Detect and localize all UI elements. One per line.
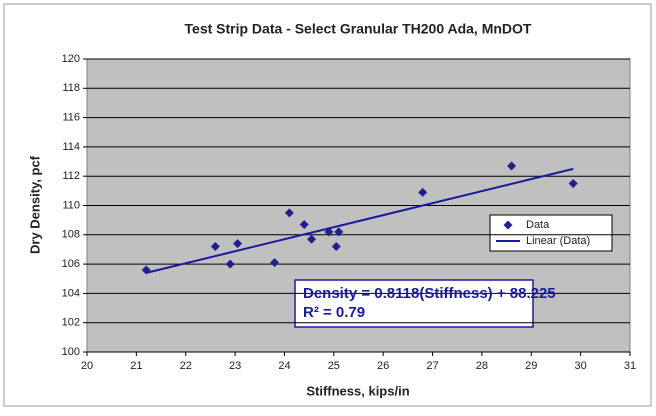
data-point (210, 242, 220, 252)
y-tick-label: 108 (62, 229, 80, 241)
legend-marker (503, 220, 513, 230)
x-tick-label: 20 (81, 360, 93, 372)
legend-label: Linear (Data) (526, 235, 590, 247)
data-point (284, 208, 294, 218)
data-point (334, 227, 344, 237)
y-tick-label: 102 (62, 317, 80, 329)
annotation: Density = 0.8118(Stiffness) + 88.225 (303, 285, 556, 302)
x-tick-label: 24 (278, 360, 290, 372)
data-point (307, 234, 317, 244)
data-point (233, 239, 243, 249)
x-tick-label: 21 (130, 360, 142, 372)
y-tick-label: 120 (62, 53, 80, 65)
x-tick-label: 31 (624, 360, 636, 372)
data-point (507, 161, 517, 171)
data-point (225, 259, 235, 269)
y-tick-label: 106 (62, 258, 80, 270)
x-tick-label: 27 (426, 360, 438, 372)
x-tick-label: 23 (229, 360, 241, 372)
y-tick-label: 110 (62, 199, 80, 211)
x-tick-label: 26 (377, 360, 389, 372)
y-tick-label: 100 (62, 346, 80, 358)
y-axis-label: Dry Density, pcf (27, 155, 42, 254)
data-point (418, 187, 428, 197)
annotation: R² = 0.79 (303, 304, 365, 321)
data-point (270, 258, 280, 268)
x-tick-label: 30 (575, 360, 587, 372)
legend-box (489, 214, 613, 252)
x-axis-label: Stiffness, kips/in (306, 383, 409, 398)
x-tick-label: 25 (328, 360, 340, 372)
trend-line (145, 167, 574, 274)
chart-title: Test Strip Data - Select Granular TH200 … (185, 21, 532, 37)
data-point (299, 220, 309, 230)
y-tick-label: 104 (62, 287, 80, 299)
data-point (331, 242, 341, 252)
x-tick-label: 29 (525, 360, 537, 372)
y-tick-label: 116 (62, 112, 80, 124)
y-tick-label: 114 (62, 141, 80, 153)
y-tick-label: 118 (62, 82, 80, 94)
data-point (568, 179, 578, 189)
x-tick-label: 28 (476, 360, 488, 372)
legend-label: Data (526, 219, 550, 231)
annotation-box (294, 279, 534, 328)
y-tick-label: 112 (62, 170, 80, 182)
x-tick-label: 22 (180, 360, 192, 372)
